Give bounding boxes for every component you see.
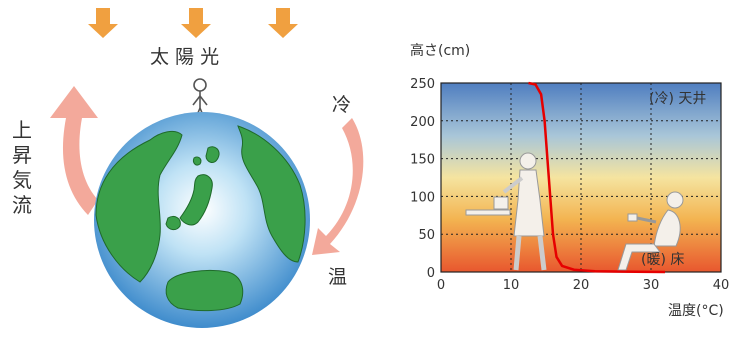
tick-labels: 0 10 20 30 40 0 50 100 150 200 250 [410,77,729,293]
person-sitting-icon [617,191,684,271]
y-tick-label: 100 [410,190,435,205]
x-axis-label: 温度(°C) [668,303,724,319]
person-standing-table-icon [465,152,547,271]
sun-arrow-down-icon [88,8,118,38]
continent-bottom [165,269,244,312]
rising-air-arrow-icon [50,86,98,215]
sun-arrow-down-icon [181,8,211,38]
island-dot [193,156,202,166]
sunlight-label: 太 陽 光 [150,46,220,68]
continent-left [95,130,183,283]
island-center [179,174,213,226]
warm-label: 温 [328,266,348,288]
earth-globe [94,112,310,328]
x-tick-label: 40 [713,278,730,293]
rising-air-char: 気 [12,168,32,192]
rising-air-char: 流 [12,193,32,217]
cold-label: 冷 [332,94,352,116]
x-tick-label: 30 [643,278,660,293]
y-tick-label: 250 [410,77,435,92]
sun-arrow-down-icon [268,8,298,38]
y-tick-label: 0 [427,266,435,281]
x-tick-label: 20 [573,278,590,293]
earth-diagram [50,8,364,328]
temperature-curve [528,81,666,274]
x-tick-label: 10 [503,278,520,293]
continent-right [237,125,306,263]
rising-air-char: 上 [12,118,32,142]
sunlight-arrows [88,8,298,38]
rising-air-char: 昇 [12,143,32,167]
y-tick-label: 150 [410,153,435,168]
floor-annotation: (暖) 床 [641,252,685,268]
y-tick-label: 200 [410,115,435,130]
descending-air-arrow-icon [312,118,364,255]
island-top [205,146,220,163]
y-tick-label: 50 [418,228,435,243]
x-tick-label: 0 [437,278,445,293]
ceiling-annotation: (冷) 天井 [649,91,707,107]
island-small [165,215,181,231]
grid [441,83,721,272]
y-axis-label: 高さ(cm) [410,43,471,59]
